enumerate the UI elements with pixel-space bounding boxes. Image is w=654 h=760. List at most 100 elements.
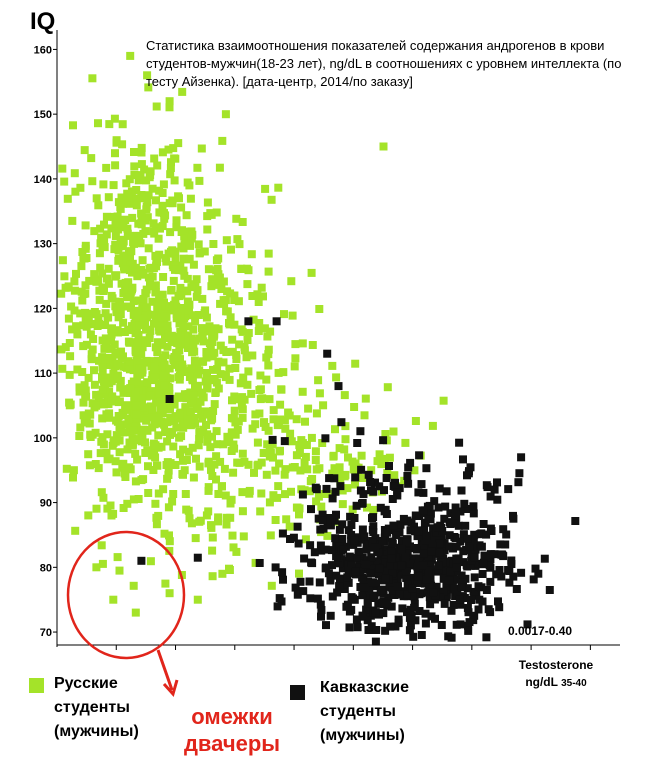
data-point: [214, 254, 223, 263]
data-point: [433, 523, 442, 532]
data-point: [151, 288, 160, 297]
data-point: [418, 561, 427, 570]
data-point: [207, 409, 215, 418]
data-point: [130, 148, 138, 156]
data-point: [216, 370, 225, 379]
data-point: [108, 392, 117, 401]
data-point: [187, 364, 196, 373]
data-point: [317, 546, 326, 555]
data-point: [357, 465, 366, 474]
data-point: [73, 365, 82, 374]
data-point: [196, 388, 205, 397]
data-point: [328, 561, 336, 570]
data-point: [383, 469, 392, 477]
data-point: [375, 482, 384, 491]
data-point: [152, 102, 161, 111]
data-point: [345, 607, 354, 616]
data-point: [415, 554, 424, 563]
data-point: [361, 394, 370, 403]
data-point: [160, 529, 169, 538]
data-point: [260, 324, 269, 333]
data-point: [176, 290, 185, 299]
data-point: [57, 345, 66, 354]
data-point: [189, 260, 198, 269]
data-point: [325, 514, 334, 522]
data-point: [165, 395, 174, 403]
data-point: [179, 445, 188, 454]
data-point: [189, 343, 198, 352]
data-point: [163, 389, 172, 397]
data-point: [96, 263, 105, 272]
data-point: [81, 244, 90, 253]
data-point: [155, 186, 164, 195]
data-point: [240, 457, 249, 466]
data-point: [279, 368, 288, 377]
data-point: [101, 321, 110, 329]
data-point: [65, 370, 74, 379]
data-point: [124, 415, 133, 424]
data-point: [274, 420, 283, 429]
data-point: [137, 220, 146, 229]
data-point: [107, 330, 116, 339]
data-point: [327, 546, 336, 555]
data-point: [330, 474, 339, 483]
data-point: [328, 592, 337, 601]
data-point: [238, 449, 247, 458]
data-point: [332, 373, 341, 382]
data-point: [358, 573, 367, 582]
data-point: [255, 409, 264, 418]
data-point: [148, 406, 157, 415]
data-point: [237, 265, 246, 273]
data-point: [212, 475, 220, 484]
data-point: [171, 265, 179, 274]
data-point: [419, 506, 428, 515]
data-point: [249, 315, 258, 324]
data-point: [202, 348, 211, 356]
annotation-arrow: [156, 649, 179, 698]
data-point: [282, 515, 291, 524]
data-point: [334, 472, 343, 480]
data-point: [266, 531, 275, 540]
data-point: [410, 603, 419, 612]
data-point: [287, 277, 296, 286]
data-point: [315, 305, 324, 313]
data-point: [102, 299, 111, 308]
data-point: [276, 400, 285, 409]
data-point: [387, 547, 396, 556]
data-point: [414, 488, 423, 497]
data-point: [168, 338, 177, 347]
data-point: [149, 227, 158, 236]
data-point: [114, 198, 123, 207]
data-point: [463, 534, 472, 543]
data-point: [473, 559, 481, 568]
data-point: [103, 430, 112, 439]
y-axis-title: IQ: [30, 8, 56, 35]
data-point: [170, 360, 179, 369]
data-point: [408, 591, 417, 600]
data-point: [455, 595, 464, 604]
data-point: [144, 489, 153, 497]
data-point: [188, 399, 197, 408]
data-point: [362, 539, 371, 548]
data-point: [340, 445, 349, 454]
data-point: [63, 194, 72, 203]
data-point: [196, 397, 205, 406]
data-point: [285, 522, 294, 531]
data-point: [461, 521, 470, 530]
data-point: [336, 477, 345, 486]
data-point: [95, 295, 104, 304]
data-point: [79, 342, 88, 351]
data-point: [383, 383, 392, 392]
data-point: [153, 357, 162, 366]
data-point: [350, 514, 359, 522]
data-point: [336, 482, 345, 491]
data-point: [136, 173, 145, 182]
data-point: [191, 419, 200, 428]
data-point: [405, 626, 414, 635]
data-point: [133, 308, 141, 316]
data-point: [149, 264, 158, 273]
data-point: [165, 589, 174, 598]
data-point: [325, 474, 334, 483]
data-point: [402, 557, 411, 566]
data-point: [210, 460, 219, 469]
